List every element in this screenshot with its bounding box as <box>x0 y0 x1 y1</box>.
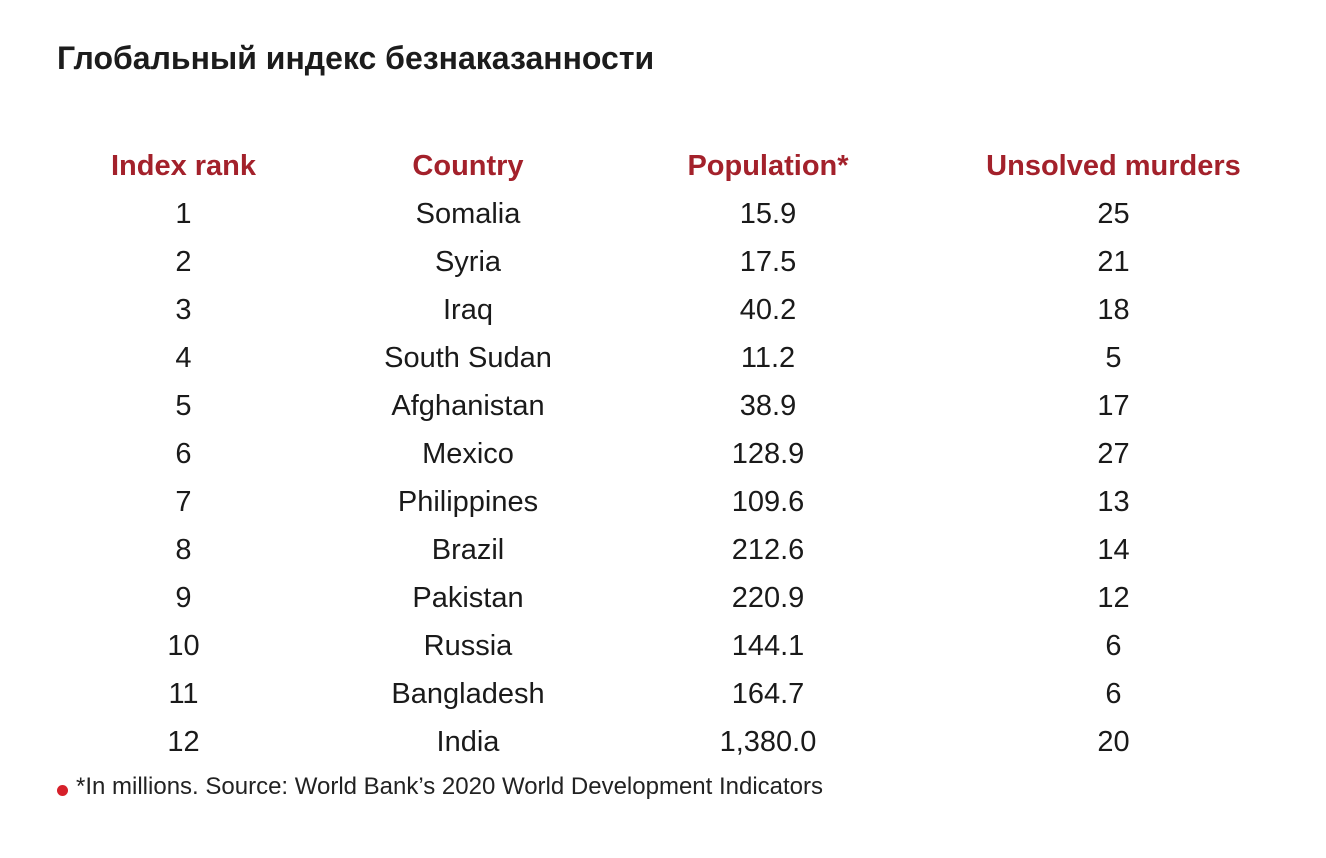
table-row: 12 India 1,380.0 20 <box>40 718 1300 766</box>
index-rank-cell: 3 <box>175 293 192 326</box>
unsolved-murders-cell: 18 <box>1097 293 1130 326</box>
unsolved-murders-cell: 21 <box>1097 245 1130 278</box>
population-cell: 1,380.0 <box>719 725 817 758</box>
country-cell: Philippines <box>397 485 539 518</box>
impunity-table: Index rank Country Population* Unsolved … <box>40 142 1300 766</box>
country-cell: Pakistan <box>412 581 524 614</box>
unsolved-murders-cell: 17 <box>1097 389 1130 422</box>
population-cell: 128.9 <box>731 437 805 470</box>
population-cell: 11.2 <box>740 341 796 374</box>
country-cell: Bangladesh <box>391 677 545 710</box>
index-rank-cell: 11 <box>168 677 199 710</box>
index-rank-cell: 9 <box>175 581 192 614</box>
country-cell: Somalia <box>415 197 521 230</box>
index-rank-cell: 10 <box>167 629 200 662</box>
footnote: *In millions. Source: World Bank’s 2020 … <box>57 773 823 801</box>
unsolved-murders-cell: 5 <box>1105 341 1122 374</box>
table-row: 1 Somalia 15.9 25 <box>40 190 1300 238</box>
unsolved-murders-cell: 25 <box>1097 197 1130 230</box>
header-row: Index rank Country Population* Unsolved … <box>40 142 1300 190</box>
unsolved-murders-cell: 13 <box>1097 485 1130 518</box>
unsolved-murders-cell: 6 <box>1105 629 1122 662</box>
population-cell: 109.6 <box>731 485 805 518</box>
index-rank-cell: 8 <box>175 533 192 566</box>
unsolved-murders-cell: 6 <box>1105 677 1122 710</box>
table-row: 5 Afghanistan 38.9 17 <box>40 382 1300 430</box>
population-cell: 220.9 <box>731 581 805 614</box>
column-header-population: Population* <box>687 149 849 182</box>
table-row: 3 Iraq 40.2 18 <box>40 286 1300 334</box>
population-cell: 164.7 <box>731 677 805 710</box>
table-row: 4 South Sudan 11.2 5 <box>40 334 1300 382</box>
population-cell: 144.1 <box>731 629 805 662</box>
unsolved-murders-cell: 14 <box>1097 533 1130 566</box>
bullet-dot-icon <box>57 784 68 796</box>
population-cell: 38.9 <box>739 389 797 422</box>
population-cell: 40.2 <box>739 293 797 326</box>
index-rank-cell: 6 <box>175 437 192 470</box>
table-header: Index rank Country Population* Unsolved … <box>40 142 1300 190</box>
column-header-country: Country <box>412 149 524 182</box>
table-row: 8 Brazil 212.6 14 <box>40 526 1300 574</box>
country-cell: South Sudan <box>384 341 552 374</box>
unsolved-murders-cell: 12 <box>1097 581 1130 614</box>
table-row: 9 Pakistan 220.9 12 <box>40 574 1300 622</box>
footnote-text: *In millions. Source: World Bank’s 2020 … <box>76 773 824 800</box>
index-rank-cell: 1 <box>175 197 192 230</box>
table-row: 10 Russia 144.1 6 <box>40 622 1300 670</box>
column-header-index-rank: Index rank <box>110 149 257 182</box>
unsolved-murders-cell: 20 <box>1097 725 1130 758</box>
country-cell: Afghanistan <box>391 389 545 422</box>
country-cell: Iraq <box>443 293 493 326</box>
country-cell: India <box>436 725 500 758</box>
table-row: 11 Bangladesh 164.7 6 <box>40 670 1300 718</box>
index-rank-cell: 12 <box>167 725 200 758</box>
column-header-unsolved-murders: Unsolved murders <box>986 149 1241 182</box>
population-cell: 212.6 <box>731 533 805 566</box>
table-body: 1 Somalia 15.9 25 2 Syria 17.5 21 3 Iraq 40.2 18 4 So… <box>40 190 1300 766</box>
population-cell: 15.9 <box>739 197 797 230</box>
index-rank-cell: 2 <box>175 245 192 278</box>
table-row: 6 Mexico 128.9 27 <box>40 430 1300 478</box>
page-title: Глобальный индекс безнаказанности <box>57 40 655 76</box>
unsolved-murders-cell: 27 <box>1097 437 1130 470</box>
country-cell: Mexico <box>422 437 514 470</box>
table-row: 2 Syria 17.5 21 <box>40 238 1300 286</box>
index-rank-cell: 4 <box>175 341 192 374</box>
population-cell: 17.5 <box>739 245 797 278</box>
index-rank-cell: 7 <box>175 485 192 518</box>
country-cell: Syria <box>434 245 502 278</box>
country-cell: Brazil <box>431 533 505 566</box>
table-row: 7 Philippines 109.6 13 <box>40 478 1300 526</box>
index-rank-cell: 5 <box>175 389 192 422</box>
country-cell: Russia <box>423 629 513 662</box>
